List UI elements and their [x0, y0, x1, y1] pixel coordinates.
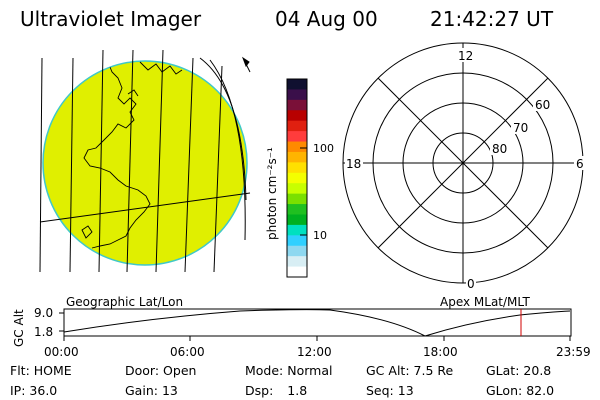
colorbar-swatch	[287, 235, 307, 247]
colorbar-swatch	[287, 193, 307, 205]
alt-ytick-min: 1.8	[34, 325, 53, 339]
alt-ylabel: GC Alt	[12, 309, 26, 347]
status-mode: Mode: Normal	[245, 363, 333, 378]
mlat-label-60: 60	[535, 98, 550, 112]
status-flt: Flt: HOME	[10, 363, 72, 378]
colorbar-unit-label: photon cm⁻²s⁻¹	[265, 147, 279, 240]
status-seq: Seq: 13	[366, 383, 414, 398]
geo-caption: Geographic Lat/Lon	[66, 295, 184, 309]
status-glon: GLon: 82.0	[486, 383, 555, 398]
mlat-label-80: 80	[492, 142, 507, 156]
polar-caption: Apex MLat/MLT	[440, 295, 530, 309]
mlt-label-0: 0	[467, 277, 475, 291]
colorbar-swatch	[287, 224, 307, 236]
uv-disk	[42, 60, 248, 266]
colorbar-swatch	[287, 245, 307, 257]
alt-ytick-max: 9.0	[34, 306, 53, 320]
header-date: 04 Aug 00	[275, 7, 378, 31]
north-arrow-icon	[241, 56, 251, 73]
xtick-0600: 06:00	[170, 345, 205, 359]
xtick-2359: 23:59	[556, 345, 591, 359]
colorbar-swatch	[287, 266, 307, 278]
mlt-label-6: 6	[576, 157, 584, 171]
colorbar-tick-100: 100	[313, 142, 334, 155]
colorbar-swatch	[287, 162, 307, 174]
status-dsp: Dsp: 1.8	[245, 383, 308, 398]
status-ip: IP: 36.0	[10, 383, 58, 398]
status-glat: GLat: 20.8	[486, 363, 552, 378]
xtick-0000: 00:00	[44, 345, 79, 359]
colorbar-swatch	[287, 89, 307, 101]
altitude-curve	[63, 309, 571, 337]
colorbar-swatch	[287, 214, 307, 226]
colorbar-swatch	[287, 120, 307, 132]
colorbar-tick-10: 10	[313, 229, 327, 242]
mlt-label-12: 12	[458, 49, 473, 63]
colorbar-swatch	[287, 172, 307, 184]
status-gain: Gain: 13	[125, 383, 178, 398]
colorbar-swatch	[287, 79, 307, 90]
status-gcalt: GC Alt: 7.5 Re	[366, 363, 454, 378]
header-time: 21:42:27 UT	[430, 7, 554, 31]
colorbar-swatch	[287, 131, 307, 143]
app-title: Ultraviolet Imager	[20, 7, 202, 31]
mlt-label-18: 18	[346, 157, 361, 171]
xtick-1800: 18:00	[423, 345, 458, 359]
mlat-label-70: 70	[513, 121, 528, 135]
colorbar-swatch	[287, 110, 307, 122]
longitude-grid	[39, 49, 251, 273]
colorbar-swatch	[287, 204, 307, 215]
colorbar-swatch	[287, 256, 307, 268]
status-door: Door: Open	[125, 363, 197, 378]
colorbar-swatch	[287, 99, 307, 111]
colorbar-swatch	[287, 141, 307, 153]
colorbar-swatch	[287, 151, 307, 163]
colorbar-swatch	[287, 183, 307, 195]
xtick-1200: 12:00	[297, 345, 332, 359]
